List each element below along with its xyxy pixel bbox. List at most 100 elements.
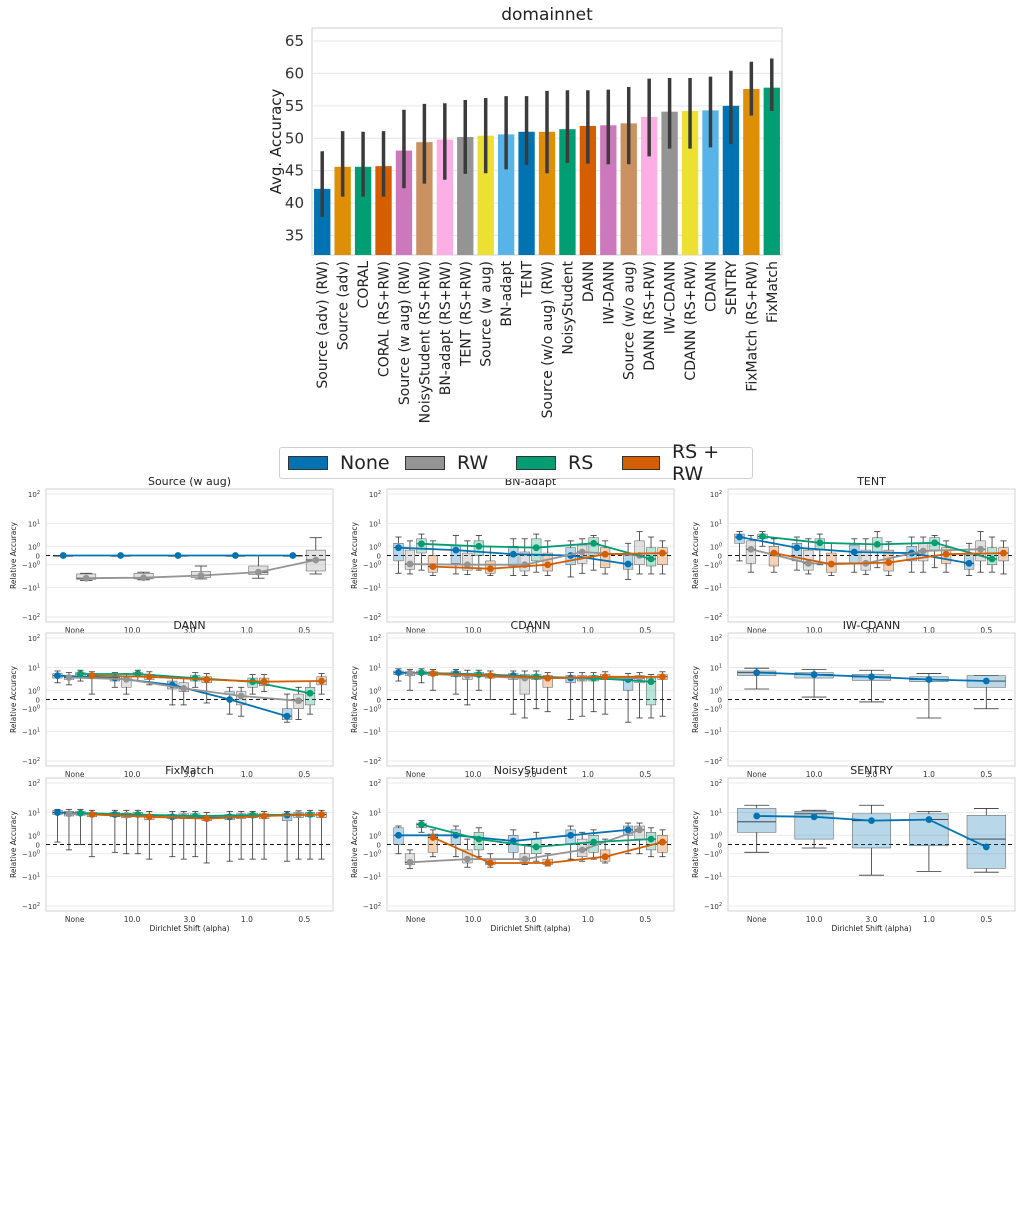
y-axis-label: Relative Accuracy: [9, 666, 18, 733]
y-tick-label: −100: [363, 705, 381, 714]
y-tick-label: −102: [704, 613, 722, 622]
series-point: [793, 544, 801, 552]
y-tick-label: −101: [22, 583, 40, 592]
series-point: [659, 838, 666, 846]
x-tick-label: 0.5: [980, 770, 992, 779]
x-tick-label: 1.0: [923, 770, 935, 779]
y-tick-label: −102: [363, 757, 381, 766]
x-tick-label: None: [406, 915, 426, 924]
series-point: [418, 540, 425, 548]
y-tick-label: 100: [369, 542, 381, 551]
y-tick-label: 102: [710, 779, 722, 788]
y-tick-label: −100: [22, 705, 40, 714]
x-tick-label: 3.0: [866, 915, 878, 924]
series-point: [925, 816, 933, 823]
series-point: [885, 559, 893, 566]
series-point: [770, 549, 778, 557]
panel: CDANN 102 101 100 0−100 −101 −102 Relative Accu…: [350, 619, 675, 788]
legend-item-rw: RW: [405, 448, 488, 478]
series-point: [827, 560, 835, 568]
panel-title: CDANN: [511, 619, 551, 632]
y-axis-label: Relative Accuracy: [350, 811, 359, 878]
x-tick-label: FixMatch: [765, 261, 781, 323]
series-point: [463, 855, 471, 863]
series-point: [318, 677, 325, 685]
series-point: [544, 674, 552, 682]
series-point: [59, 552, 67, 559]
series-point: [306, 689, 314, 697]
bar: [354, 166, 372, 255]
y-tick-label: 0: [36, 842, 40, 850]
legend-label: RS + RW: [671, 441, 720, 485]
x-tick-label: 10.0: [465, 915, 482, 924]
x-tick-label: 1.0: [923, 626, 935, 635]
x-tick-label: 0.5: [298, 770, 310, 779]
y-tick-label: −102: [22, 613, 40, 622]
y-axis-label: Relative Accuracy: [691, 666, 700, 733]
series-point: [624, 560, 632, 568]
x-tick-label: FixMatch (RS+RW): [744, 261, 760, 392]
x-tick-label: None: [65, 915, 85, 924]
series-point: [804, 559, 812, 567]
series-point: [977, 545, 984, 553]
x-tick-label: NoisyStudent (RS+RW): [417, 261, 433, 423]
x-tick-label: 0.5: [639, 770, 651, 779]
series-point: [919, 547, 927, 555]
panel-title: SENTRY: [850, 764, 893, 777]
y-tick-label: 102: [369, 490, 381, 499]
series-point: [174, 552, 182, 559]
series-point: [532, 544, 540, 552]
y-tick-label: 40: [285, 194, 304, 212]
x-tick-label: 3.0: [184, 915, 196, 924]
y-tick-label: 102: [369, 634, 381, 643]
series-point: [624, 826, 632, 834]
y-tick-label: −100: [704, 561, 722, 570]
y-axis-label: Relative Accuracy: [691, 811, 700, 878]
panel: NoisyStudent 102 101 100 0−100 −101 −102 Relati…: [350, 764, 675, 933]
y-tick-label: 101: [28, 520, 40, 529]
series-point: [509, 550, 517, 558]
series-point: [647, 835, 655, 843]
series-point: [925, 676, 933, 683]
series-point: [237, 692, 245, 700]
panel: IW-CDANN 102 101 100 0−100 −101 −102 Relative A…: [691, 619, 1016, 788]
series-point: [232, 552, 239, 559]
legend-label: RS: [568, 452, 594, 474]
y-tick-label: −101: [363, 872, 381, 881]
series-point: [65, 810, 73, 818]
y-tick-label: 45: [285, 162, 304, 180]
series-point: [486, 565, 494, 573]
x-tick-label: CORAL: [356, 261, 372, 309]
series-point: [486, 672, 494, 680]
series-point: [197, 572, 205, 579]
bar: [518, 131, 535, 255]
series-point: [203, 676, 211, 683]
series-point: [659, 673, 666, 681]
y-tick-label: 0: [36, 553, 40, 561]
y-tick-label: 100: [28, 831, 40, 840]
series-point: [283, 712, 291, 720]
x-tick-label: 3.0: [525, 770, 537, 779]
x-tick-label: 3.0: [525, 915, 537, 924]
x-tick-label: IW-DANN: [601, 261, 617, 325]
x-tick-label: BN-adapt (RS+RW): [438, 261, 454, 395]
x-tick-label: 3.0: [866, 770, 878, 779]
x-tick-label: None: [65, 626, 85, 635]
x-tick-label: None: [406, 626, 426, 635]
y-tick-label: −101: [704, 872, 722, 881]
series-point: [77, 670, 84, 678]
series-point: [931, 539, 939, 547]
series-point: [318, 811, 325, 818]
y-tick-label: 101: [710, 664, 722, 673]
y-tick-label: 50: [285, 129, 304, 147]
series-point: [647, 678, 655, 686]
x-tick-label: 10.0: [806, 626, 823, 635]
x-tick-label: None: [65, 770, 85, 779]
x-tick-label: CDANN: [703, 261, 719, 312]
bar: [334, 166, 351, 255]
x-tick-label: 0.5: [980, 915, 992, 924]
y-tick-label: −100: [704, 850, 722, 859]
y-tick-label: 102: [369, 779, 381, 788]
bar: [620, 123, 637, 255]
